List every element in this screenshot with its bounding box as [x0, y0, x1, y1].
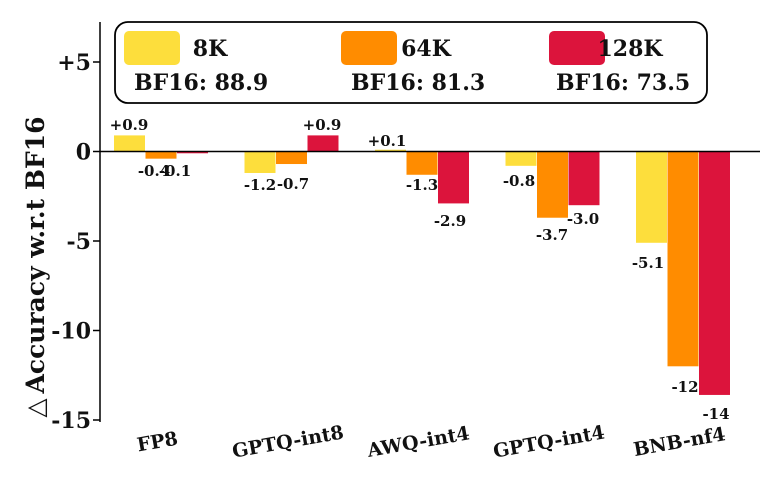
legend-baseline-8k: BF16: 88.9: [134, 70, 268, 96]
y-ticks: +5 0 -5 -10 -15: [51, 50, 100, 434]
delta-symbol: △: [21, 398, 50, 418]
data-label-bnb-nf4-64k: -12: [671, 378, 698, 396]
bar-labels: +0.9 -0.4-0.1 -1.2 -0.7 +0.9 +0.1 -1.3 -2.9 -0.8…: [110, 116, 730, 423]
bar-gptq-int4-8k: [505, 151, 537, 166]
legend-swatch-8k: [124, 31, 180, 65]
bar-bnb-nf4-8k: [636, 151, 667, 243]
bar-fp8-128k: [177, 151, 208, 154]
x-tick-label-fp8: FP8: [135, 428, 179, 457]
axes: [99, 22, 760, 422]
legend: 8K BF16: 88.9 64K BF16: 81.3 128K BF16: 73.5: [114, 21, 708, 104]
bar-gptq-int8-128k: [307, 135, 339, 152]
data-label-gptq-int4-8k: -0.8: [503, 172, 535, 190]
bar-gptq-int8-64k: [276, 151, 307, 165]
data-label-gptq-int8-64k: -0.7: [277, 175, 309, 193]
data-label-fp8-128k: -0.1: [159, 162, 191, 180]
y-axis-label: Accuracy w.r.t BF16: [21, 116, 50, 394]
bar-gptq-int4-128k: [568, 151, 600, 206]
y-tick-label: -5: [67, 229, 91, 255]
bar-gptq-int4-64k: [537, 151, 568, 218]
bar-fp8-8k: [114, 135, 145, 152]
data-label-awq-int4-128k: -2.9: [434, 212, 466, 230]
data-label-gptq-int8-8k: -1.2: [244, 176, 276, 194]
y-tick-label: -15: [51, 408, 91, 434]
data-label-awq-int4-64k: -1.3: [406, 176, 438, 194]
legend-swatch-128k: [549, 31, 605, 65]
data-label-fp8-8k: +0.9: [110, 116, 149, 134]
bar-fp8-64k: [145, 151, 177, 159]
data-label-gptq-int8-128k: +0.9: [303, 116, 342, 134]
data-label-gptq-int4-128k: -3.0: [567, 210, 599, 228]
x-tick-label-awq-int4: AWQ-int4: [365, 422, 472, 462]
legend-baseline-128k: BF16: 73.5: [556, 70, 690, 96]
y-tick-label: -10: [51, 319, 91, 345]
bars: [114, 135, 730, 395]
legend-label-8k: 8K: [193, 36, 228, 62]
y-tick-label: +5: [57, 50, 91, 76]
x-tick-label-gptq-int4: GPTQ-int4: [491, 421, 606, 462]
bar-bnb-nf4-128k: [699, 151, 730, 395]
y-tick-label: 0: [76, 140, 91, 166]
legend-label-64k: 64K: [401, 36, 452, 62]
bar-bnb-nf4-64k: [667, 151, 699, 367]
data-label-gptq-int4-64k: -3.7: [536, 226, 568, 244]
x-ticks: FP8 GPTQ-int8 AWQ-int4 GPTQ-int4 BNB-nf4: [135, 421, 727, 462]
data-label-awq-int4-8k: +0.1: [368, 132, 407, 150]
legend-swatch-64k: [341, 31, 397, 65]
bar-awq-int4-8k: [375, 149, 406, 152]
legend-label-128k: 128K: [597, 36, 663, 62]
bar-awq-int4-64k: [406, 151, 438, 175]
data-label-bnb-nf4-8k: -5.1: [632, 254, 664, 272]
bar-awq-int4-128k: [438, 151, 469, 204]
x-tick-label-gptq-int8: GPTQ-int8: [230, 421, 345, 462]
legend-baseline-64k: BF16: 81.3: [351, 70, 485, 96]
bar-gptq-int8-8k: [244, 151, 276, 173]
y-axis-label-group: Accuracy w.r.t BF16 △: [21, 116, 50, 417]
data-label-fp8-64k: -0.4: [138, 162, 170, 180]
data-label-bnb-nf4-128k: -14: [702, 405, 729, 423]
x-tick-label-bnb-nf4: BNB-nf4: [632, 423, 727, 461]
